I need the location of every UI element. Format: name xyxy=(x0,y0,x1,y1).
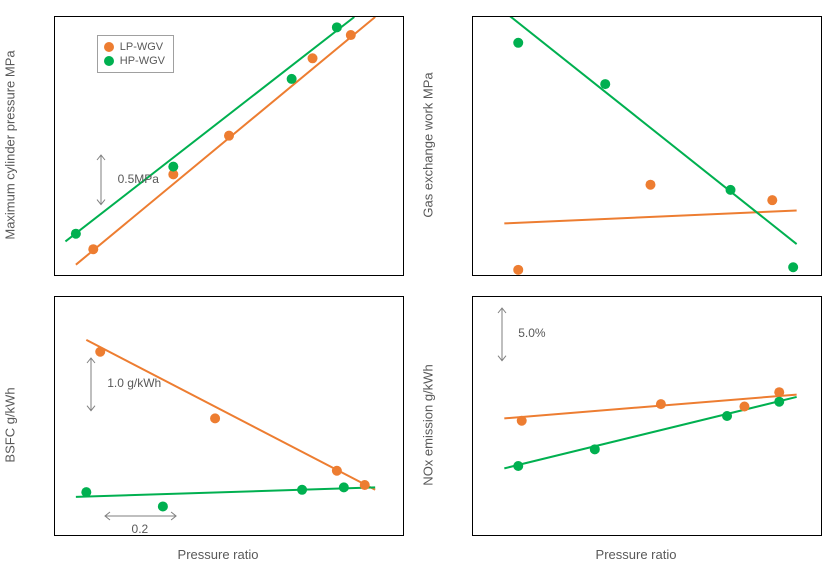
xlabel-br: Pressure ratio xyxy=(596,547,677,562)
plot-tl: LP-WGV HP-WGV 0.5MPa xyxy=(54,16,404,276)
panel-bl: BSFC g/kWh 1.0 g/kWh 0.2 Pressure ratio xyxy=(10,290,410,560)
ylabel-bl: BSFC g/kWh xyxy=(3,387,18,462)
legend: LP-WGV HP-WGV xyxy=(97,35,174,73)
panel-br: NOx emission g/kWh 5.0% Pressure ratio xyxy=(428,290,828,560)
annot-bl-ytext: 1.0 g/kWh xyxy=(107,376,161,390)
svg-tr xyxy=(473,17,821,275)
ylabel-br: NOx emission g/kWh xyxy=(421,364,436,485)
legend-marker-lp xyxy=(104,42,114,52)
ylabel-tl: Maximum cylinder pressure MPa xyxy=(3,50,18,239)
ylabel-tr: Gas exchange work MPa xyxy=(421,72,436,217)
annot-tl-text: 0.5MPa xyxy=(118,172,159,186)
panel-tr: Gas exchange work MPa xyxy=(428,10,828,280)
annot-bl-yarrow xyxy=(84,357,98,412)
svg-bl xyxy=(55,297,403,535)
panel-tl: Maximum cylinder pressure MPa LP-WGV HP-… xyxy=(10,10,410,280)
plot-br: 5.0% xyxy=(472,296,822,536)
plot-bl: 1.0 g/kWh 0.2 xyxy=(54,296,404,536)
annot-bl-xarrow xyxy=(104,509,177,523)
annot-tl-arrow xyxy=(94,154,108,206)
legend-label-lp: LP-WGV xyxy=(120,41,163,53)
chart-grid: Maximum cylinder pressure MPa LP-WGV HP-… xyxy=(10,10,828,560)
xlabel-bl: Pressure ratio xyxy=(178,547,259,562)
legend-marker-hp xyxy=(104,56,114,66)
annot-br-text: 5.0% xyxy=(518,326,545,340)
plot-tr xyxy=(472,16,822,276)
annot-bl-xtext: 0.2 xyxy=(132,522,149,536)
legend-label-hp: HP-WGV xyxy=(120,55,165,67)
legend-hp: HP-WGV xyxy=(104,54,165,68)
legend-lp: LP-WGV xyxy=(104,40,165,54)
annot-br-arrow xyxy=(495,307,509,362)
